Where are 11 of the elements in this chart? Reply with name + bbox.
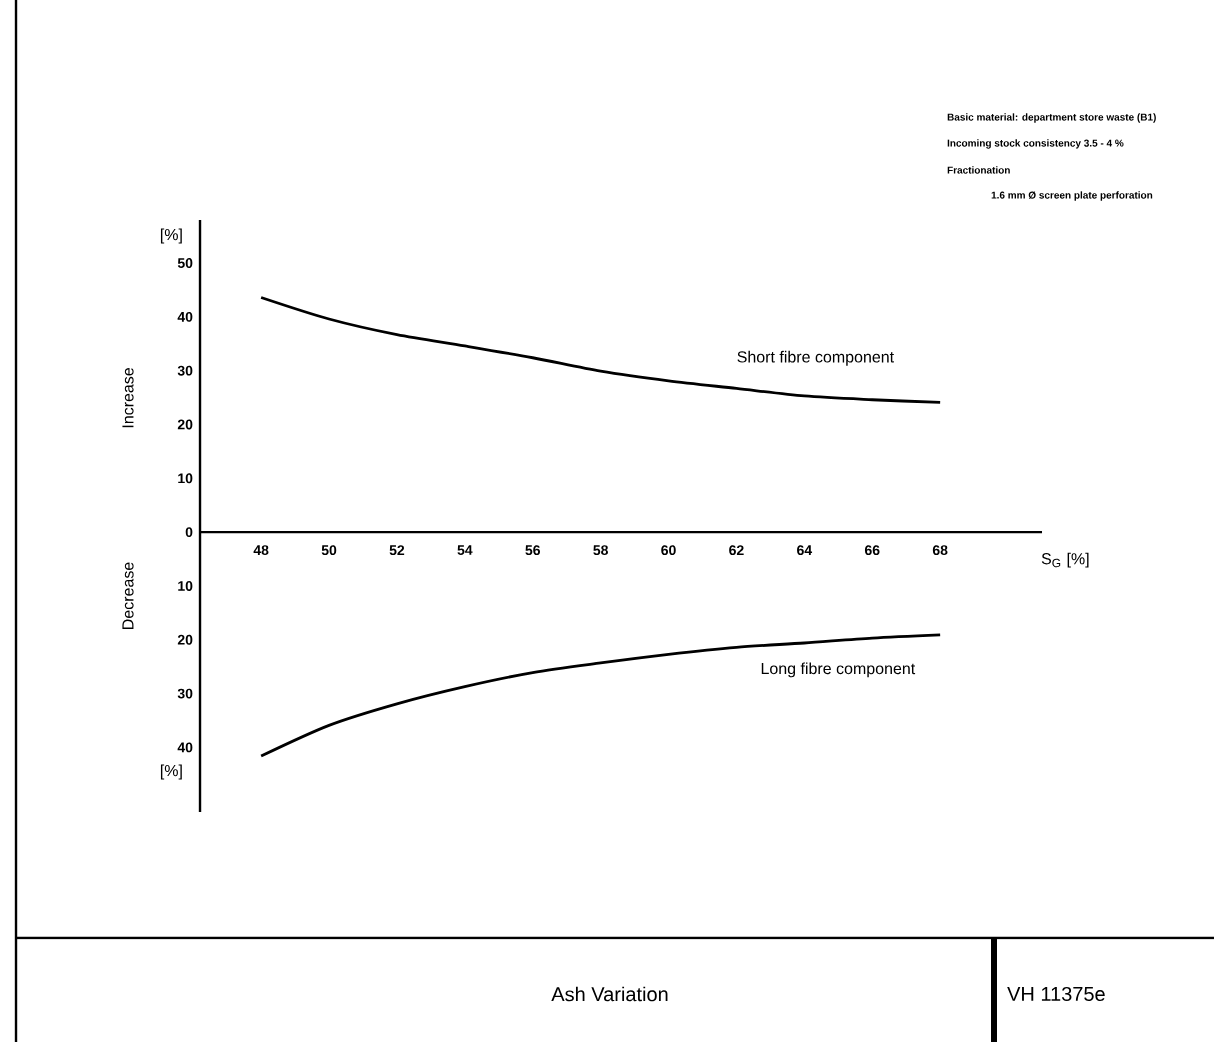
text: [%]	[160, 228, 182, 244]
line-series	[259, 633, 942, 758]
text: Decrease	[122, 562, 134, 629]
text: Ash Variation	[551, 986, 668, 1002]
line-series	[259, 296, 942, 404]
series-label: Short fibre component	[737, 350, 894, 366]
series-label: Long fibre component	[761, 662, 916, 678]
text: [%]	[160, 764, 182, 780]
text: VH 11375e	[1007, 986, 1105, 1002]
x-axis-title: S$_{G}$ [%]	[1041, 552, 1089, 568]
y-axis-title: Increase	[122, 368, 134, 428]
